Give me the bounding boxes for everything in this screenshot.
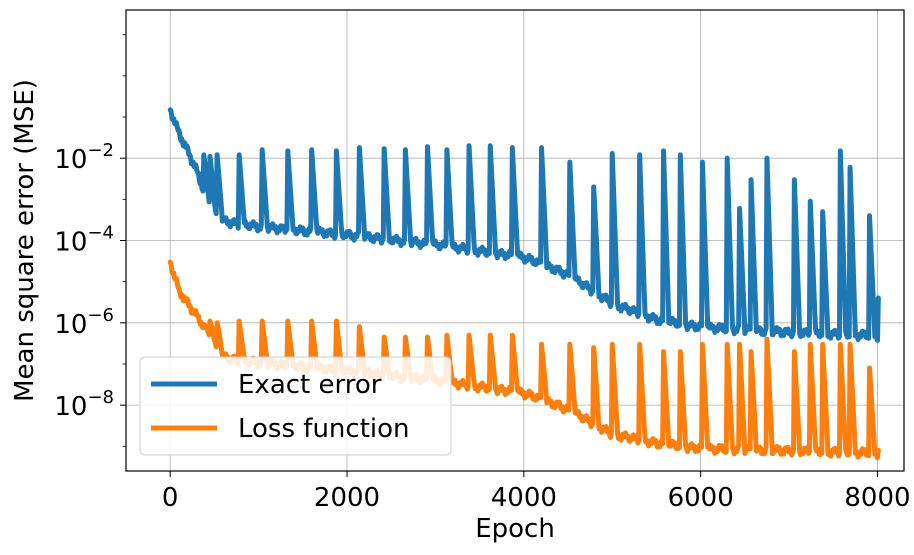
y-tick-label: 10−4 xyxy=(54,223,114,258)
series-line-loss-function xyxy=(167,259,881,461)
x-axis-ticks: 0 2000 4000 6000 8000 xyxy=(162,471,911,513)
x-tick-label: 8000 xyxy=(844,483,910,513)
legend-box xyxy=(139,356,452,456)
legend-label-exact-error: Exact error xyxy=(238,370,382,400)
y-tick-label: 10−8 xyxy=(54,387,114,422)
y-tick-label: 10−6 xyxy=(54,305,114,340)
x-tick-label: 4000 xyxy=(491,483,557,513)
x-axis-label: Epoch xyxy=(475,514,555,544)
legend: Exact error Loss function xyxy=(139,356,452,456)
y-axis-label: Mean square error (MSE) xyxy=(10,79,40,402)
x-tick-label: 6000 xyxy=(668,483,734,513)
y-axis-ticks: 10−8 10−6 10−4 10−2 xyxy=(54,34,126,447)
series-lines xyxy=(167,107,881,461)
series-line-exact-error xyxy=(167,107,881,343)
legend-label-loss-function: Loss function xyxy=(238,414,410,444)
x-tick-label: 0 xyxy=(162,483,179,513)
y-tick-label: 10−2 xyxy=(54,140,114,175)
x-tick-label: 2000 xyxy=(314,483,380,513)
